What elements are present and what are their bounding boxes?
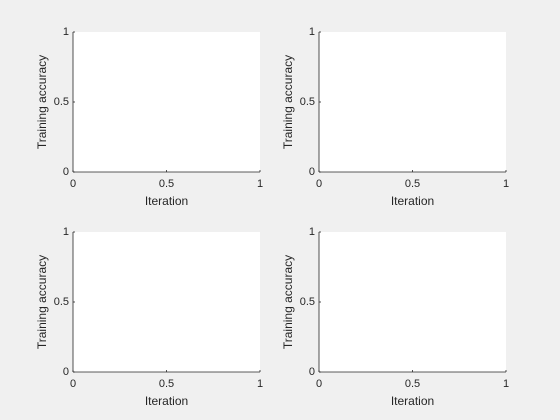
y-tick-label: 1 (63, 26, 69, 38)
axes-background (73, 32, 260, 172)
y-axis-label: Training accuracy (35, 55, 49, 149)
y-tick-label: 1 (63, 226, 69, 238)
x-tick-label: 0.5 (159, 178, 174, 190)
x-tick-label: 1 (503, 178, 509, 190)
y-axis-label: Training accuracy (281, 255, 295, 349)
y-tick-label: 0.5 (54, 96, 69, 108)
y-tick-label: 0.5 (54, 296, 69, 308)
y-axis-label: Training accuracy (281, 55, 295, 149)
x-axis-label: Iteration (391, 394, 434, 408)
axes-background (319, 32, 506, 172)
x-axis-label: Iteration (145, 194, 188, 208)
x-tick-label: 0 (316, 178, 322, 190)
y-tick-label: 0 (309, 166, 315, 178)
x-tick-label: 1 (257, 378, 263, 390)
y-tick-label: 1 (309, 26, 315, 38)
y-tick-label: 0.5 (300, 296, 315, 308)
x-tick-label: 1 (257, 178, 263, 190)
x-tick-label: 0 (70, 178, 76, 190)
y-tick-label: 0 (309, 366, 315, 378)
x-tick-label: 0.5 (159, 378, 174, 390)
x-axis-label: Iteration (391, 194, 434, 208)
x-tick-label: 1 (503, 378, 509, 390)
y-tick-label: 1 (309, 226, 315, 238)
x-tick-label: 0.5 (405, 378, 420, 390)
y-tick-label: 0 (63, 366, 69, 378)
axes-background (319, 232, 506, 372)
x-tick-label: 0 (70, 378, 76, 390)
y-tick-label: 0.5 (300, 96, 315, 108)
y-tick-label: 0 (63, 166, 69, 178)
x-tick-label: 0 (316, 378, 322, 390)
x-tick-label: 0.5 (405, 178, 420, 190)
axes-background (73, 232, 260, 372)
x-axis-label: Iteration (145, 394, 188, 408)
y-axis-label: Training accuracy (35, 255, 49, 349)
